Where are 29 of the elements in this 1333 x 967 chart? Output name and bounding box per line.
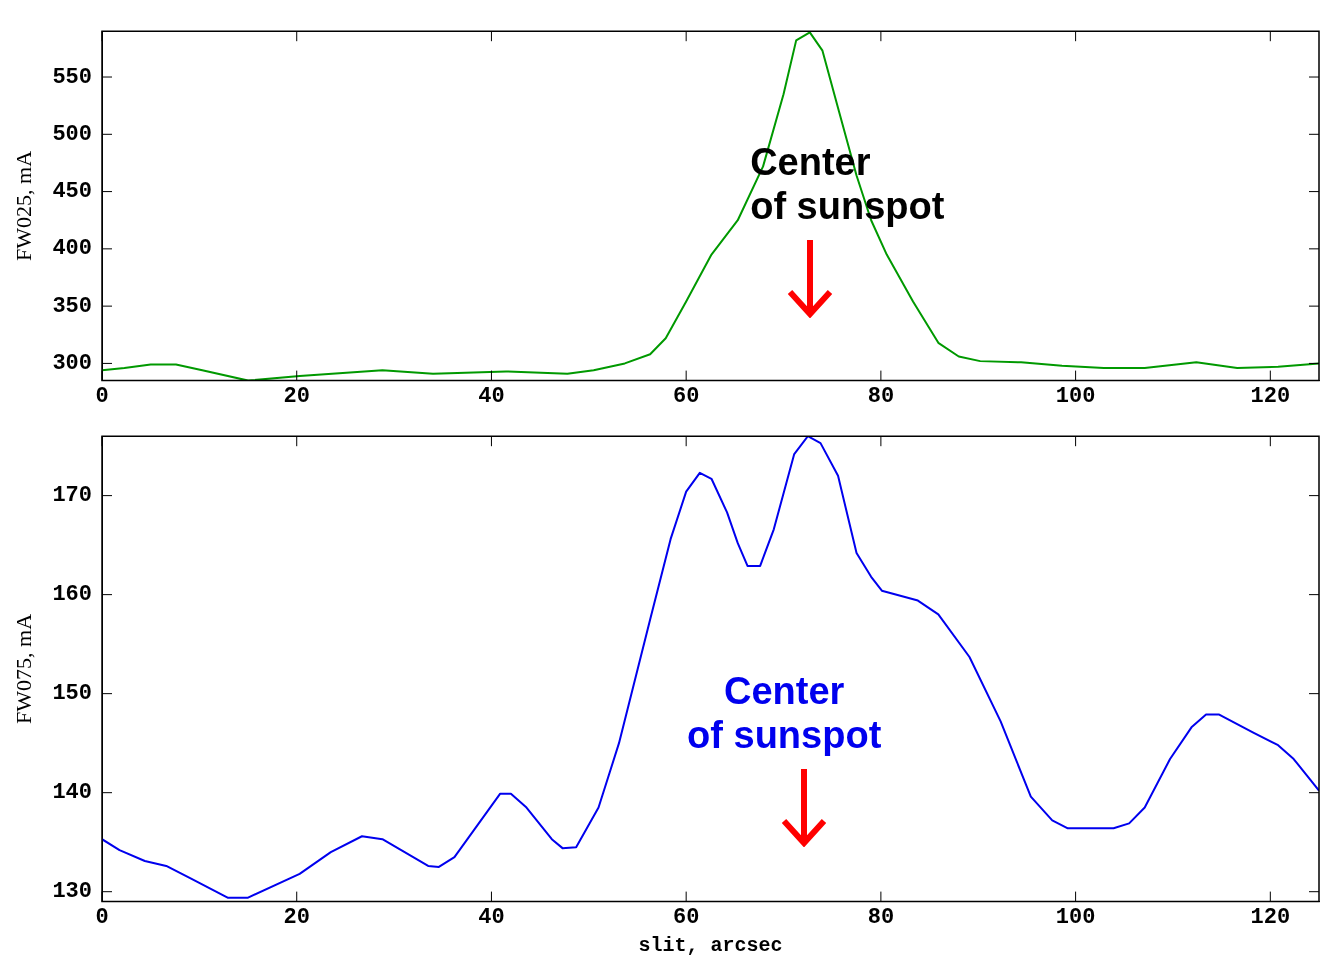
- y-tick-label: 300: [52, 350, 93, 376]
- x-tick-label: 20: [283, 905, 310, 931]
- y-tick-label: 160: [52, 582, 93, 608]
- y-tick-label: 550: [52, 64, 93, 90]
- x-tick-label: 80: [867, 905, 895, 931]
- x-tick-label: 120: [1250, 384, 1291, 410]
- x-tick-label: 0: [95, 384, 109, 410]
- y-tick-label: 170: [52, 483, 93, 509]
- annotation: Center of sunspot: [687, 668, 882, 757]
- x-tick-label: 100: [1055, 905, 1096, 931]
- y-tick-label: 150: [52, 681, 93, 707]
- y-tick-label: 140: [52, 780, 93, 806]
- y-tick-label: 130: [52, 879, 93, 905]
- y-axis-title: FW075, mA: [10, 613, 36, 724]
- x-tick-label: 120: [1250, 905, 1291, 931]
- y-tick-label: 400: [52, 236, 93, 262]
- x-axis-title: slit, arcsec: [638, 934, 783, 958]
- x-tick-label: 0: [95, 905, 109, 931]
- x-tick-label: 80: [867, 384, 895, 410]
- y-tick-label: 500: [52, 121, 93, 147]
- x-tick-label: 100: [1055, 384, 1096, 410]
- y-tick-label: 350: [52, 293, 93, 319]
- x-tick-label: 40: [478, 905, 505, 931]
- x-tick-label: 20: [283, 384, 310, 410]
- x-tick-label: 40: [478, 384, 505, 410]
- y-tick-label: 450: [52, 179, 93, 205]
- x-tick-label: 60: [672, 384, 700, 410]
- x-tick-label: 60: [672, 905, 700, 931]
- y-axis-title: FW025, mA: [10, 150, 36, 261]
